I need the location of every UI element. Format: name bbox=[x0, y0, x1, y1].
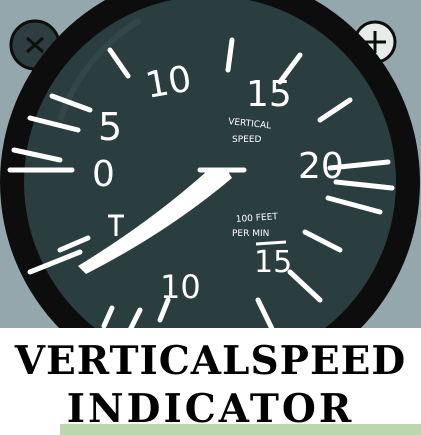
scale-label-0: 0 bbox=[92, 154, 115, 195]
dial-caption-speed: SPEED bbox=[232, 135, 262, 145]
scale-label-15-top: 15 bbox=[246, 74, 292, 115]
scale-label-10-bottom: 10 bbox=[160, 268, 201, 306]
screw-plus-icon bbox=[364, 31, 386, 53]
tick-marks bbox=[7, 37, 395, 338]
title-banner: VERTICALSPEED INDICATOR bbox=[0, 328, 421, 435]
scale-label-10-top: 10 bbox=[142, 59, 194, 107]
dial-caption-units-1: 100 FEET bbox=[236, 212, 279, 225]
gauge-needle bbox=[78, 167, 247, 274]
banner-bottom-strip bbox=[60, 424, 421, 435]
scale-label-20: 20 bbox=[298, 146, 344, 187]
scale-label-15-bottom: 15 bbox=[254, 245, 292, 280]
dial-caption-vertical: VERTICAL bbox=[228, 117, 272, 131]
dial-caption-units-2: PER MIN bbox=[232, 229, 269, 239]
bottom-left-small-mark bbox=[108, 214, 124, 236]
screw-x-icon bbox=[26, 36, 44, 54]
scale-label-5: 5 bbox=[98, 105, 122, 149]
bottom-15-bar bbox=[255, 240, 287, 246]
banner-title-line1: VERTICALSPEED bbox=[14, 338, 407, 384]
